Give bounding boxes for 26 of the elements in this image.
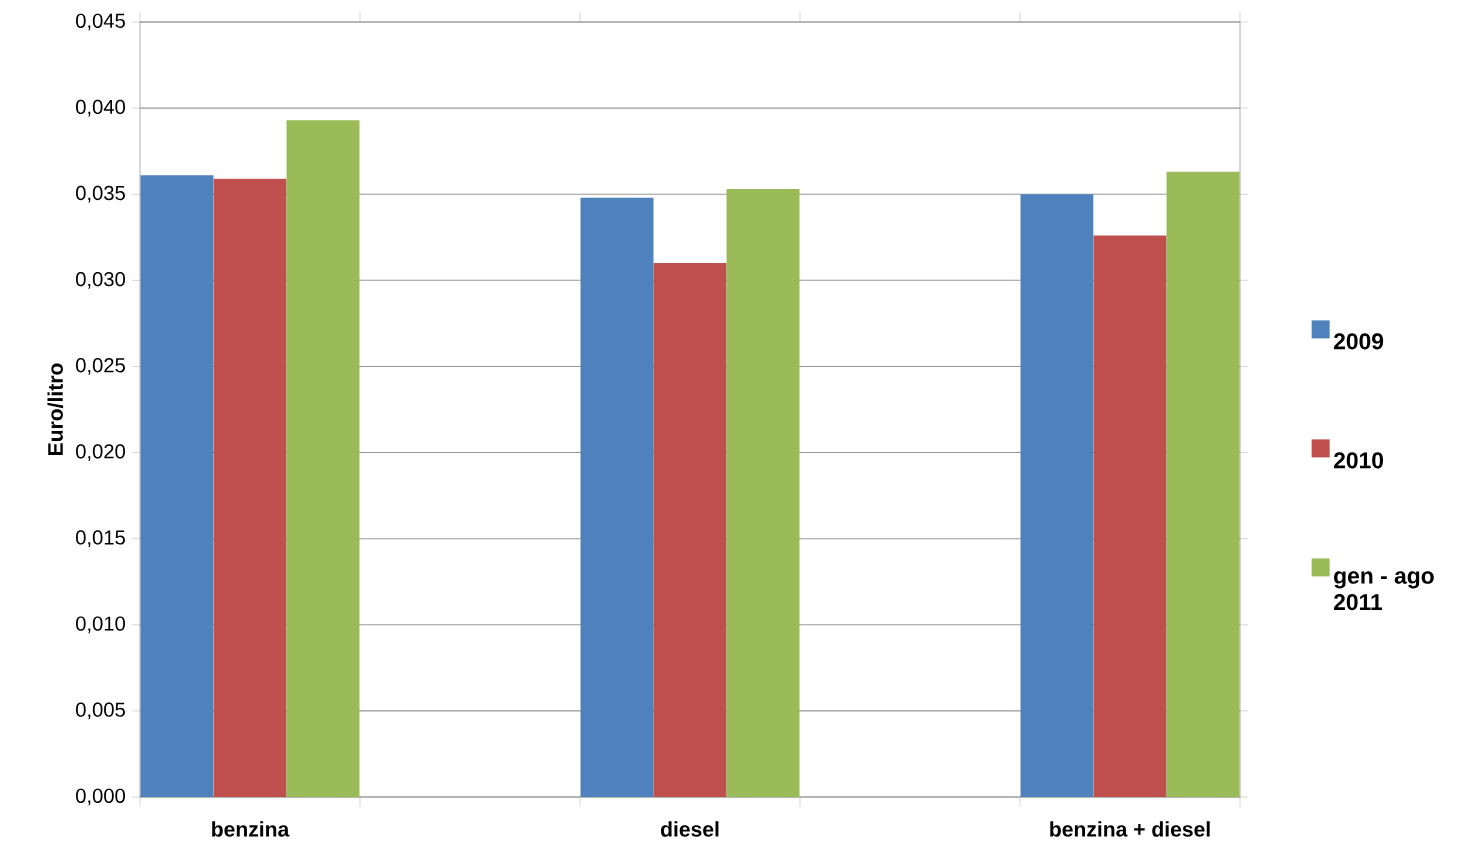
y-tick-label: 0,000 [76,788,125,806]
legend-label: 2009 [1333,333,1384,350]
legend-label: gen - ago 2011 [1333,571,1434,611]
y-tick-label: 0,040 [76,99,125,117]
bar [286,120,360,797]
bar [726,189,800,797]
legend-label: 2010 [1333,452,1384,469]
y-tick-label: 0,025 [76,358,125,375]
bar [140,175,214,797]
y-axis-title: Euro/litro [47,363,64,455]
bar [1093,235,1167,797]
bar [1020,194,1094,797]
bar [1166,171,1240,797]
y-tick-label: 0,010 [76,616,125,634]
y-tick-label: 0,035 [76,185,125,203]
bar [580,197,654,797]
bar [213,178,287,797]
y-tick-label: 0,030 [76,271,125,289]
y-tick-label: 0,015 [76,530,125,548]
y-tick-label: 0,020 [76,444,125,461]
x-tick-label: benzina [212,821,290,837]
x-tick-label: benzina + diesel [1050,821,1210,837]
bar [653,263,727,797]
x-tick-label: diesel [660,821,719,837]
y-tick-label: 0,005 [76,702,125,720]
y-tick-label: 0,045 [76,13,125,31]
